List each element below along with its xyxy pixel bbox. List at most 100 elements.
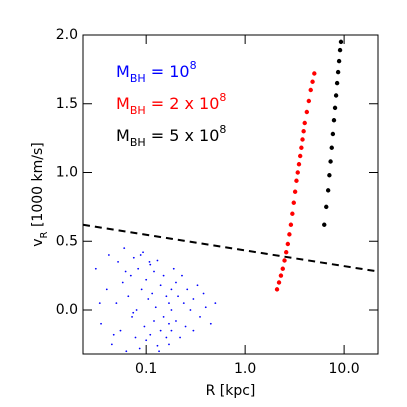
scatter-point: [159, 329, 162, 332]
scatter-point: [131, 315, 133, 318]
scatter-point: [196, 284, 199, 287]
scatter-point: [322, 222, 327, 227]
x-axis-label: R [kpc]: [206, 383, 256, 399]
scatter-point: [332, 105, 338, 111]
scatter-point: [302, 120, 307, 126]
scatter-point: [168, 302, 170, 305]
scatter-point: [138, 347, 141, 350]
scatter-point: [189, 309, 192, 311]
scatter-point: [301, 129, 306, 134]
scatter-point: [145, 278, 148, 281]
scatter-point: [175, 320, 177, 322]
y-tick-label: 0.5: [56, 233, 78, 249]
y-axis-label-part: [1000 km/s]: [30, 142, 46, 231]
scatter-point: [300, 137, 305, 142]
scatter-point: [202, 292, 205, 295]
scatter-point: [209, 322, 212, 325]
scatter-point: [274, 287, 280, 292]
scatter-point: [140, 288, 143, 291]
scatter-point: [299, 145, 304, 150]
scatter-point: [184, 325, 187, 328]
scatter-point: [192, 298, 195, 300]
legend-part: BH: [130, 104, 146, 117]
y-axis-label-part: v: [30, 238, 46, 246]
plot-frame: [82, 34, 379, 355]
legend-part: BH: [130, 136, 146, 149]
scatter-point: [139, 254, 142, 256]
scatter-point: [291, 200, 296, 205]
scatter-point: [153, 320, 155, 322]
scatter-point: [204, 306, 207, 309]
legend-part: M: [116, 94, 130, 113]
legend-part: = 5 x 10: [146, 126, 220, 145]
scatter-point: [165, 295, 168, 298]
scatter-point: [156, 259, 159, 262]
scatter-point: [328, 159, 333, 164]
scatter-point: [147, 298, 150, 300]
scatter-point: [170, 288, 173, 291]
y-axis-label: vR [1000 km/s]: [30, 142, 50, 246]
scatter-point: [170, 329, 173, 332]
scatter-point: [105, 288, 108, 291]
scatter-point: [132, 311, 135, 314]
y-tick-label: 2.0: [56, 27, 78, 43]
scatter-point: [100, 322, 102, 325]
y-tick-label: 1.5: [56, 96, 78, 112]
scatter-point: [110, 343, 113, 346]
scatter-point: [304, 109, 310, 115]
scatter-point: [278, 273, 284, 278]
scatter-point: [151, 292, 154, 295]
scatter-point: [276, 280, 282, 285]
legend-entry: MBH = 2 x 108: [116, 91, 226, 117]
y-tick-label: 1.0: [56, 165, 78, 181]
scatter-point: [199, 315, 201, 318]
scatter-point: [94, 267, 97, 270]
x-tick-label: 10.0: [329, 361, 360, 377]
scatter-point: [175, 281, 177, 284]
scatter-point: [132, 256, 135, 259]
scatter-point: [123, 247, 126, 250]
scatter-point: [327, 173, 332, 178]
legend-entry: MBH = 108: [116, 59, 197, 85]
scatter-point: [192, 329, 195, 332]
scatter-point: [168, 343, 170, 346]
scatter-point: [162, 274, 165, 277]
x-tick-label: 1.0: [234, 361, 256, 377]
scatter-point: [285, 241, 291, 247]
scatter-point: [312, 71, 317, 76]
scatter-point: [135, 309, 138, 311]
scatter-point: [325, 188, 331, 193]
scatter-point: [153, 270, 155, 273]
scatter-point: [182, 302, 185, 305]
scatter-point: [162, 315, 165, 318]
scatter-point: [282, 258, 287, 263]
x-axis-label-part: R [kpc]: [206, 383, 256, 399]
scatter-point: [154, 306, 157, 309]
legend-part: 8: [219, 91, 226, 104]
scatter-point: [170, 309, 173, 311]
scatter-point: [334, 80, 340, 86]
scatter-point: [290, 211, 295, 216]
scatter-point: [125, 350, 128, 353]
scatter-point: [179, 336, 181, 339]
scatter-point: [117, 260, 119, 263]
scatter-point: [294, 178, 299, 183]
scatter-point: [297, 153, 303, 159]
scatter-point: [295, 170, 300, 175]
scatter-point: [292, 189, 298, 194]
scatter-point: [186, 288, 189, 291]
scatter-point: [337, 47, 343, 53]
scatter-point: [121, 281, 124, 284]
legend-entry: MBH = 5 x 108: [116, 123, 226, 149]
y-axis-label-part: R: [39, 231, 50, 238]
scatter-point: [310, 79, 315, 84]
scatter-point: [181, 274, 183, 277]
legend-part: 8: [190, 59, 197, 72]
scatter-point: [124, 270, 127, 273]
scatter-point: [306, 98, 312, 104]
scatter-point: [149, 333, 152, 336]
scatter-point: [333, 93, 339, 98]
scatter-point: [107, 254, 110, 256]
scatter-point: [127, 295, 130, 298]
